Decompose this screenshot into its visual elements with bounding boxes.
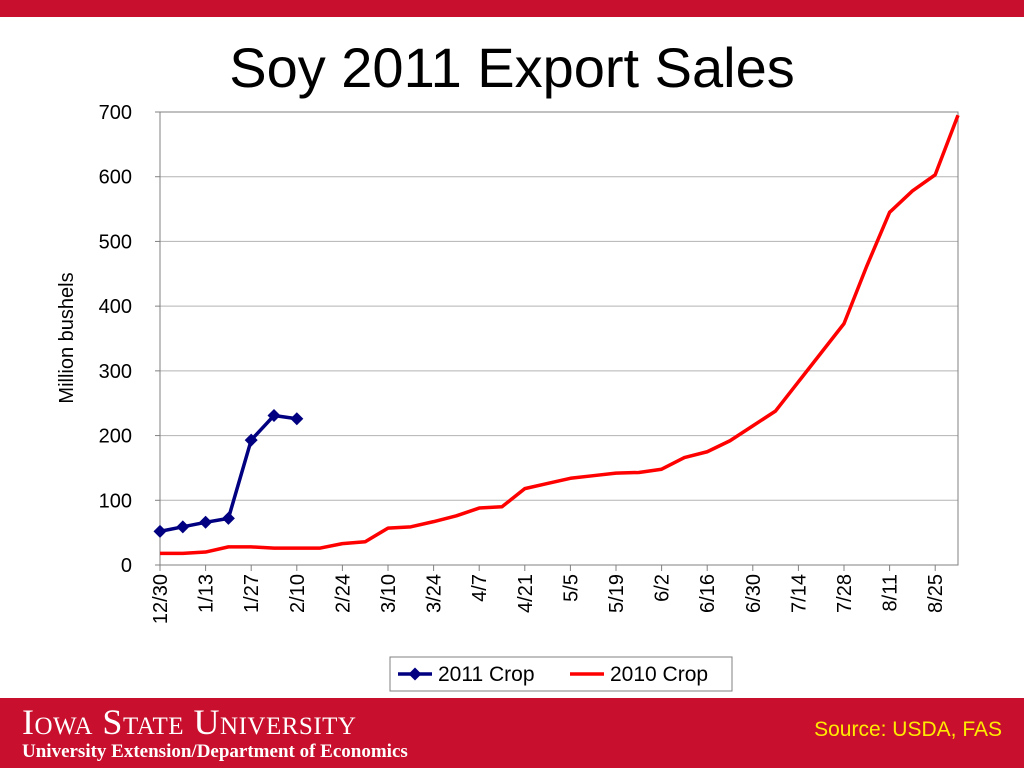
x-tick-label: 12/30 [150,574,172,624]
x-tick-label: 8/25 [925,574,947,613]
series [153,114,960,556]
y-tick-label: 100 [99,490,132,512]
y-tick-label: 400 [99,296,132,318]
legend-box [389,656,733,692]
data-point [221,511,235,525]
x-tick-label: 8/11 [880,574,902,611]
data-point [176,520,190,534]
data-point [267,409,281,423]
x-tick-label: 1/13 [196,574,218,613]
university-logo-text: Iowa State University [22,702,357,742]
x-tick-label: 3/10 [378,574,400,613]
legend-marker [408,667,422,681]
x-tick-label: 6/16 [697,574,719,613]
x-tick-label: 2/24 [332,574,354,613]
x-tick-label: 4/21 [515,574,537,613]
source-text: Source: USDA, FAS [814,718,1002,741]
y-tick-label: 600 [99,167,132,189]
department-text: University Extension/Department of Econo… [22,741,408,762]
footer-bar: Iowa State University University Extensi… [0,698,1024,768]
x-tick-label: 5/19 [606,574,628,613]
y-tick-label: 300 [99,361,132,383]
line-chart: 0 100 200 300 400 500 600 700 12/30 1/13 1/27 2/10 2… [56,102,960,692]
gridlines [160,111,958,501]
x-tick-label: 1/27 [241,574,263,613]
data-point [290,412,304,426]
y-tick-label: 200 [99,426,132,448]
y-axis-label: Million bushels [56,272,78,403]
series-line-2010-crop [160,114,960,556]
x-tick-label: 7/28 [834,574,856,613]
plot-area [159,111,959,566]
legend: 2011 Crop 2010 Crop [389,656,733,692]
x-tick-label: 4/7 [469,574,491,602]
slide-title: Soy 2011 Export Sales [229,36,795,99]
x-tick-label: 6/30 [743,574,765,613]
x-tick-label: 5/5 [560,574,582,602]
x-tick-label: 7/14 [788,574,810,613]
x-tick-label: 2/10 [287,574,309,613]
axes: 0 100 200 300 400 500 600 700 12/30 1/13 1/27 2/10 2… [99,102,948,624]
data-point [244,433,258,447]
x-tick-label: 6/2 [652,574,674,602]
y-tick-label: 700 [99,102,132,124]
y-tick-label: 0 [121,555,132,577]
top-red-bar [0,0,1024,17]
y-tick-label: 500 [99,231,132,253]
data-point [153,524,167,538]
data-point [199,515,213,529]
legend-label: 2011 Crop [438,663,535,686]
x-tick-label: 3/24 [424,574,446,613]
legend-label: 2010 Crop [610,663,708,686]
